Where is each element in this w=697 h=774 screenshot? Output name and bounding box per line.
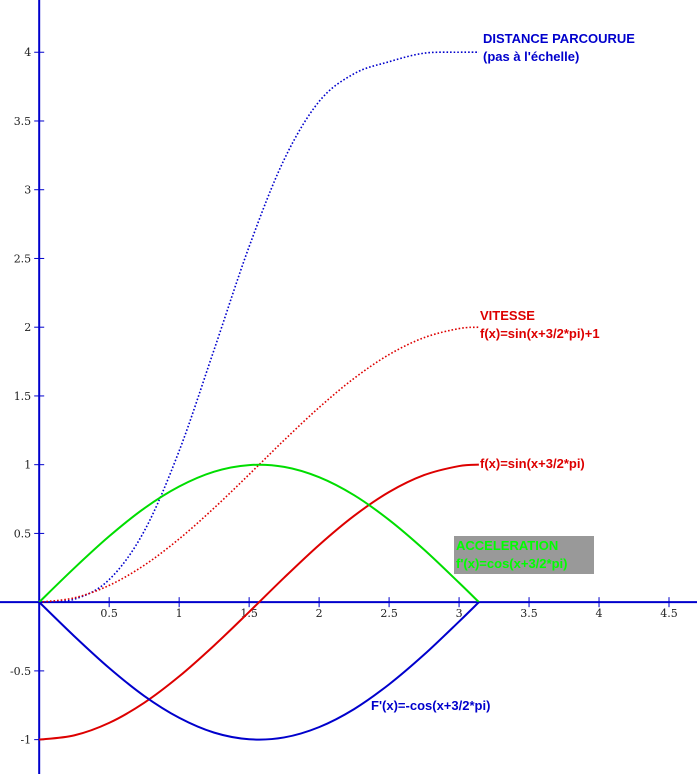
y-tick-label: -1 (20, 734, 31, 747)
x-tick-label: 4 (596, 607, 603, 620)
annotation-derivee: F'(x)=-cos(x+3/2*pi) (371, 698, 490, 713)
annotation-labels: DISTANCE PARCOURUE (pas à l'échelle) VITES… (371, 31, 635, 713)
annotation-acceleration: ACCELERATION f'(x)=cos(x+3/2*pi) (454, 536, 594, 574)
x-tick-label: 3.5 (520, 607, 538, 620)
annotation-distance: DISTANCE PARCOURUE (pas à l'échelle) (483, 31, 635, 64)
annotation-line: DISTANCE PARCOURUE (483, 31, 635, 46)
x-tick-label: 2.5 (380, 607, 398, 620)
tick-marks: 0.5 1 1.5 2 2.5 3 3.5 4 4.5-1-0.50.511.522.533.5… (10, 46, 678, 746)
y-tick-label: 0.5 (14, 527, 32, 540)
series-line-vitesse (39, 326, 479, 603)
series-line-distance (39, 51, 479, 603)
y-tick-label: 2 (24, 321, 31, 334)
series-line-derivee (38, 601, 480, 741)
y-tick-label: 2.5 (14, 252, 32, 265)
y-tick-label: -0.5 (10, 665, 31, 678)
series-line-acceleration (38, 463, 480, 603)
x-tick-label: 2 (316, 607, 323, 620)
x-tick-label: 1 (176, 607, 183, 620)
y-tick-label: 3.5 (14, 115, 32, 128)
annotation-vitesse: VITESSE f(x)=sin(x+3/2*pi)+1 (480, 308, 600, 341)
x-tick-label: 0.5 (100, 607, 118, 620)
series-lines (38, 51, 480, 741)
annotation-line: (pas à l'échelle) (483, 49, 579, 64)
annotation-line: f(x)=sin(x+3/2*pi)+1 (480, 326, 600, 341)
annotation-line: f'(x)=cos(x+3/2*pi) (456, 556, 567, 571)
y-tick-label: 3 (24, 184, 31, 197)
x-tick-label: 3 (456, 607, 463, 620)
annotation-line: f(x)=sin(x+3/2*pi) (480, 456, 585, 471)
y-tick-label: 4 (24, 46, 31, 59)
x-tick-label: 4.5 (660, 607, 678, 620)
annotation-line: VITESSE (480, 308, 535, 323)
series-line-sin (39, 463, 479, 741)
y-tick-label: 1 (24, 459, 31, 472)
annotation-line: ACCELERATION (456, 538, 558, 553)
annotation-sin: f(x)=sin(x+3/2*pi) (480, 456, 585, 471)
annotation-line: F'(x)=-cos(x+3/2*pi) (371, 698, 490, 713)
annotation-background (454, 536, 594, 574)
y-tick-label: 1.5 (14, 390, 32, 403)
